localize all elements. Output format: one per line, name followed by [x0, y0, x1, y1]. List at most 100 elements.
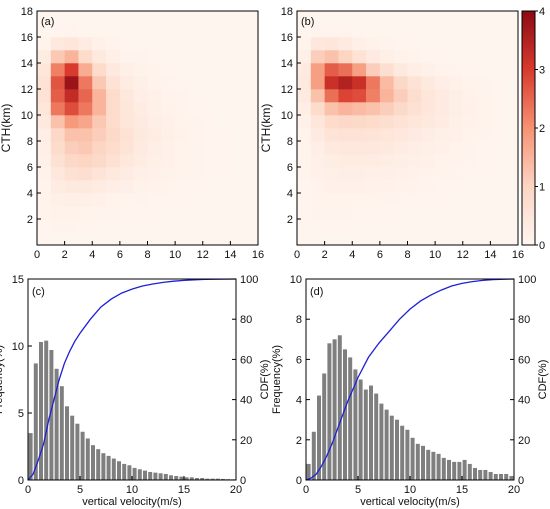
heatmap-cell — [435, 89, 450, 103]
y-axis-label: CTH(km) — [0, 104, 13, 153]
heatmap-cell — [37, 193, 52, 207]
heatmap-cell — [230, 193, 245, 207]
frequency-bar — [499, 473, 503, 480]
frequency-bar — [395, 419, 399, 480]
heatmap-cell — [37, 128, 52, 142]
heatmap-cell — [133, 50, 148, 64]
frequency-bar — [75, 423, 80, 480]
heatmap-cell — [106, 193, 121, 207]
heatmap-cell — [324, 102, 339, 116]
y-tick-label: 10 — [290, 274, 302, 286]
heatmap-cell — [50, 193, 65, 207]
frequency-bar — [80, 431, 85, 480]
heatmap-cell — [448, 154, 464, 168]
heatmap-cell — [407, 206, 422, 220]
heatmap-cell — [202, 37, 217, 51]
heatmap-cell — [407, 89, 422, 103]
y-tick-label: 4 — [296, 395, 302, 407]
heatmap-cell — [310, 11, 325, 25]
heatmap-cell — [244, 102, 259, 116]
heatmap-cell — [188, 219, 204, 233]
heatmap-cell — [147, 37, 162, 51]
heatmap-cell — [64, 219, 79, 233]
y-tick-label: 15 — [12, 274, 24, 286]
heatmap-cell — [202, 167, 217, 181]
heatmap-cell — [476, 206, 491, 220]
heatmap-cell — [50, 11, 65, 25]
heatmap-cell — [216, 167, 231, 181]
frequency-bar — [85, 438, 90, 480]
heatmap-cell — [50, 37, 65, 51]
heatmap-cell — [338, 102, 353, 116]
heatmap-cell — [230, 154, 245, 168]
heatmap-cell — [490, 37, 505, 51]
heatmap-cell — [175, 102, 190, 116]
heatmap-cell — [119, 128, 134, 142]
heatmap-cell — [37, 89, 52, 103]
heatmap-cell — [393, 76, 408, 90]
y-tick-label: 6 — [296, 354, 302, 366]
frequency-bar — [363, 389, 368, 480]
heatmap-cell — [50, 102, 65, 116]
heatmap-cell — [379, 76, 394, 90]
heatmap-cell — [216, 180, 231, 194]
heatmap-cell — [37, 219, 52, 233]
heatmap-cell — [230, 167, 245, 181]
heatmap-cell — [435, 102, 450, 116]
frequency-bar — [49, 350, 54, 480]
heatmap-cell — [133, 11, 148, 25]
heatmap-cell — [64, 11, 79, 25]
heatmap-cell — [366, 24, 381, 38]
heatmap-cell — [230, 50, 245, 64]
x-tick-label: 8 — [404, 249, 410, 261]
y-tick-label: 4 — [27, 188, 33, 200]
frequency-bar — [441, 457, 446, 480]
heatmap-cell — [147, 180, 162, 194]
heatmap-cell — [133, 128, 148, 142]
frequency-bar — [327, 343, 332, 480]
heatmap-cell — [421, 115, 436, 129]
heatmap-cell — [64, 167, 79, 181]
heatmap-cell — [50, 180, 65, 194]
frequency-bar — [153, 472, 158, 480]
heatmap-cell — [421, 219, 436, 233]
heatmap-cell — [202, 24, 217, 38]
heatmap-cell — [448, 37, 464, 51]
heatmap-cell — [92, 154, 107, 168]
heatmap-cell — [393, 63, 408, 77]
heatmap-cell — [324, 167, 339, 181]
frequency-bar — [210, 478, 215, 480]
heatmap-cell — [310, 206, 325, 220]
heatmap-cell — [92, 11, 107, 25]
panel-label: (c) — [32, 286, 45, 298]
heatmap-cell — [133, 167, 148, 181]
heatmap-cell — [216, 206, 231, 220]
heatmap-cell — [37, 180, 52, 194]
heatmap-cell — [407, 141, 422, 155]
heatmap-cell — [352, 63, 367, 77]
heatmap-cell — [310, 232, 325, 246]
heatmap-cell — [393, 193, 408, 207]
heatmap-cell — [324, 89, 339, 103]
heatmap-cell — [310, 76, 325, 90]
heatmap-cell — [161, 206, 176, 220]
heatmap-cell — [133, 219, 148, 233]
heatmap-cell — [78, 50, 93, 64]
heatmap-cell — [188, 63, 204, 77]
heatmap-cell — [421, 232, 436, 246]
heatmap-cell — [133, 102, 148, 116]
heatmap-cell — [92, 128, 107, 142]
heatmap-cell — [64, 37, 79, 51]
heatmap-cell — [435, 141, 450, 155]
heatmap-cell — [379, 180, 394, 194]
frequency-bar — [174, 475, 179, 480]
heatmap-cell — [462, 89, 477, 103]
heatmap-cell — [92, 63, 107, 77]
heatmap-cell — [64, 206, 79, 220]
heatmap-cell — [352, 102, 367, 116]
heatmap-cell — [119, 76, 134, 90]
heatmap-cell — [421, 193, 436, 207]
heatmap-cell — [310, 167, 325, 181]
